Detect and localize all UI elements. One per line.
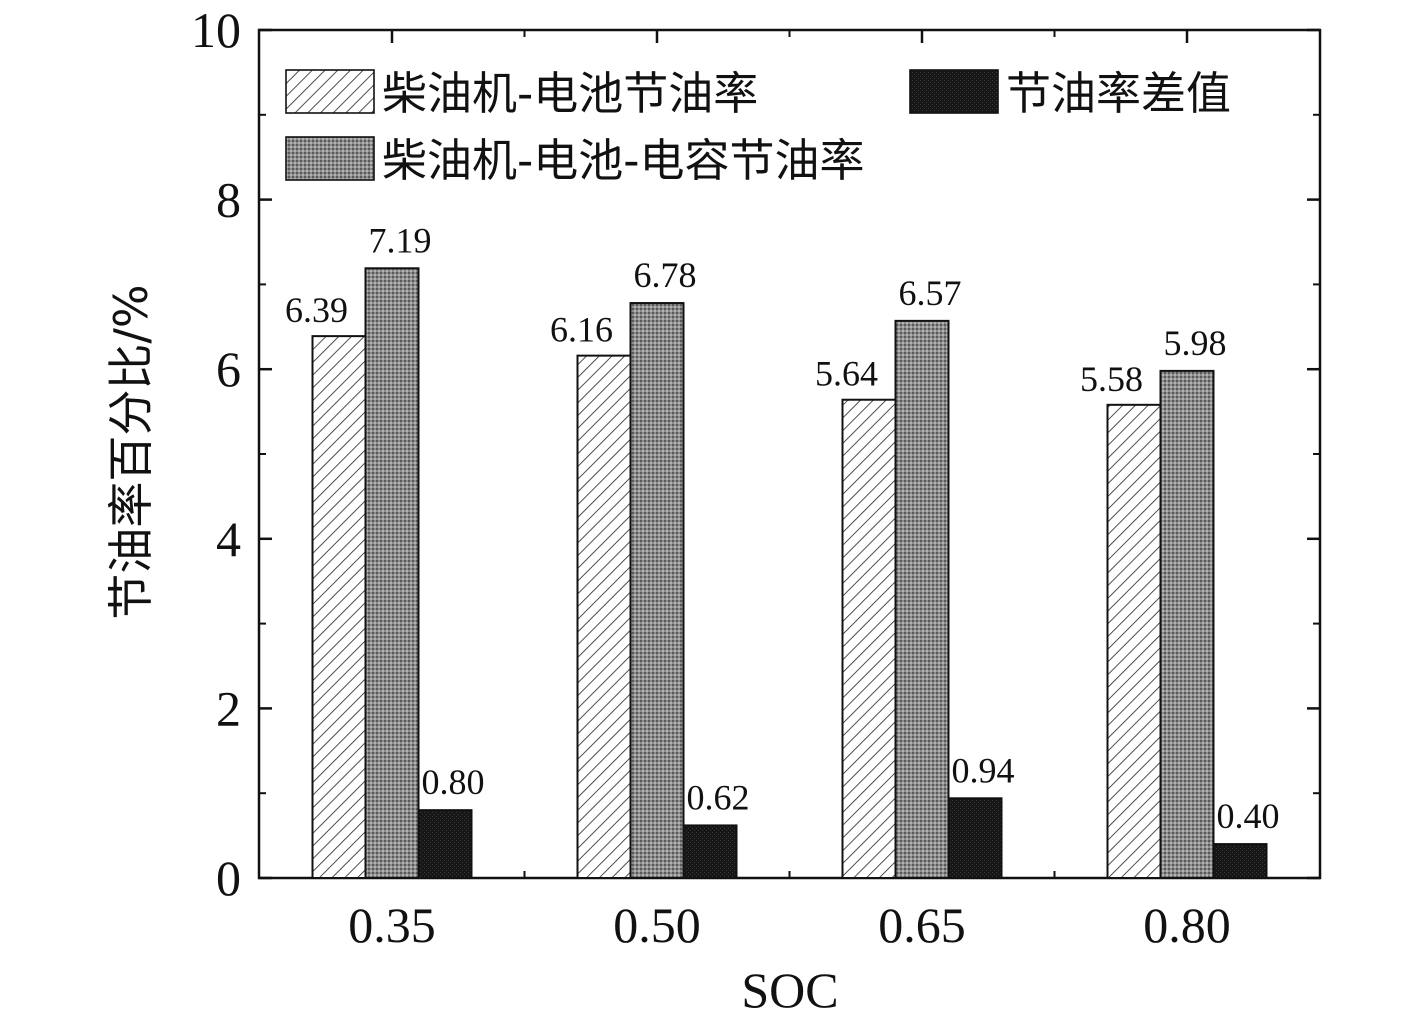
bar-series-2 [364, 267, 420, 879]
legend: 柴油机-电池节油率 节油率差值 柴油机-电池-电容节油率 [285, 67, 1231, 187]
bar-value-label: 5.98 [1164, 323, 1227, 363]
bar-value-label: 6.57 [899, 273, 962, 313]
data-labels: 6.39 7.19 0.80 6.16 6.78 0.62 5.64 6.57 0.94 5.58… [285, 220, 1280, 836]
bar-series-2 [894, 319, 950, 879]
axis-ticks: 0 2 4 6 8 10 0.35 0.50 0.65 0.80 [191, 2, 1320, 953]
bar-series-2 [629, 302, 685, 879]
bar-value-label: 5.58 [1080, 359, 1143, 399]
x-tick-label: 0.80 [1143, 897, 1231, 953]
legend-label-series-1: 柴油机-电池节油率 [382, 67, 758, 120]
legend-label-series-3: 节油率差值 [1006, 67, 1231, 120]
bar-value-label: 0.94 [952, 750, 1015, 790]
bar-series-1 [311, 335, 367, 879]
x-tick-label: 0.65 [878, 897, 966, 953]
y-tick-label: 2 [216, 680, 241, 736]
legend-label-series-2: 柴油机-电池-电容节油率 [382, 134, 864, 187]
bar-value-label: 0.80 [422, 762, 485, 802]
bar-series-3 [947, 797, 1003, 880]
y-axis-title: 节油率百分比/% [104, 284, 158, 619]
bar-value-label: 5.64 [815, 354, 878, 394]
legend-swatch-series-2 [285, 136, 375, 181]
legend-swatch-series-3 [909, 69, 999, 114]
bar-series-2 [1159, 369, 1215, 879]
bar-value-label: 7.19 [369, 220, 432, 260]
y-tick-label: 4 [216, 511, 241, 567]
y-tick-label: 8 [216, 172, 241, 228]
y-tick-label: 10 [191, 2, 241, 58]
bar-series-3 [417, 809, 473, 879]
y-tick-label: 0 [216, 850, 241, 906]
x-axis-title: SOC [741, 962, 838, 1018]
bars [311, 267, 1268, 880]
bar-series-3 [682, 824, 738, 880]
bar-value-label: 6.39 [285, 290, 348, 330]
bar-series-3 [1212, 843, 1268, 880]
bar-value-label: 6.78 [634, 255, 697, 295]
legend-swatch-series-1 [285, 69, 375, 114]
bar-value-label: 6.16 [550, 310, 613, 350]
y-tick-label: 6 [216, 341, 241, 397]
bar-value-label: 0.40 [1217, 796, 1280, 836]
bar-value-label: 0.62 [687, 777, 750, 817]
x-tick-label: 0.35 [348, 897, 436, 953]
bar-series-1 [576, 354, 632, 879]
bar-series-1 [841, 398, 897, 879]
x-tick-label: 0.50 [613, 897, 701, 953]
bar-series-1 [1106, 403, 1162, 879]
